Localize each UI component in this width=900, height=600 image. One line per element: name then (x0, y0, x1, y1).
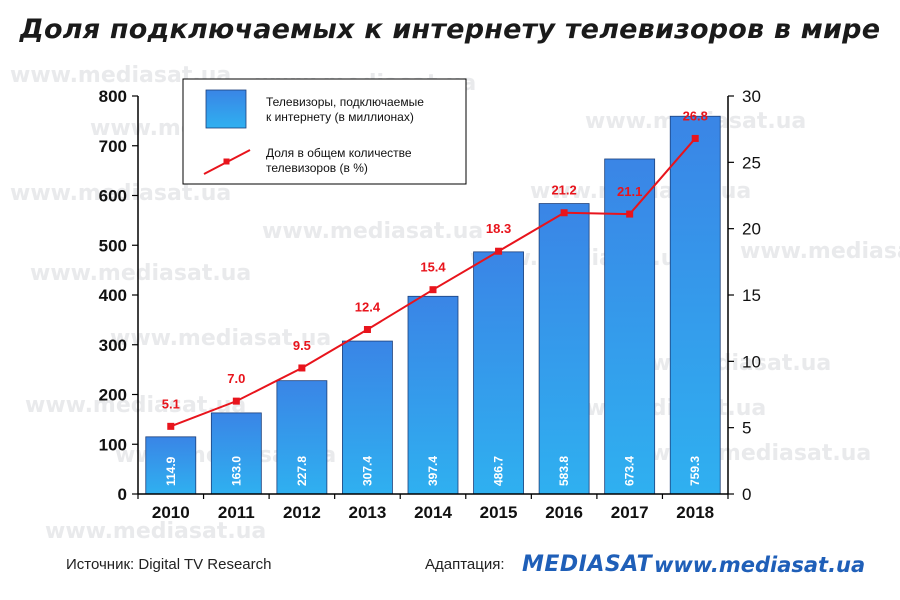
line-value-label: 21.2 (551, 183, 576, 198)
left-tick-label: 100 (99, 435, 127, 454)
bar-value-label: 583.8 (557, 456, 571, 486)
line-marker (429, 286, 437, 294)
line-marker (691, 134, 699, 142)
legend-bar-label-line1: Телевизоры, подключаемые (266, 95, 424, 109)
watermark-text: www.mediasat.ua (262, 219, 483, 244)
adaptation-label: Адаптация: (425, 556, 505, 573)
x-tick-label: 2014 (414, 503, 452, 522)
axes: 0 100 200 300 400 500 600 700 800 0 5 10 15 20 25 30 201… (99, 87, 761, 522)
x-tick-label: 2011 (218, 503, 255, 522)
bar-value-label: 227.8 (295, 456, 309, 486)
bar (604, 158, 656, 495)
right-tick-label: 25 (742, 153, 761, 172)
line-marker (626, 210, 634, 218)
watermark-text: www.mediasat.ua (30, 261, 251, 286)
right-tick-label: 20 (742, 220, 761, 239)
legend-bar-label-line2: к интернету (в миллионах) (266, 110, 414, 124)
watermark-text: www.mediasat.ua (110, 326, 331, 351)
watermark-text: www.mediasat.ua (740, 239, 900, 264)
line-value-label: 15.4 (420, 260, 446, 275)
bar (342, 340, 393, 495)
legend-line-marker (223, 158, 230, 165)
line-marker (363, 325, 371, 333)
legend-line-label-line2: телевизоров (в %) (266, 161, 368, 175)
line-value-label: 21.1 (617, 184, 642, 199)
bar-value-label: 486.7 (492, 456, 506, 486)
line-value-label: 9.5 (293, 338, 311, 353)
bar (538, 203, 590, 495)
left-tick-label: 500 (99, 236, 127, 255)
left-tick-label: 0 (118, 485, 127, 504)
right-tick-label: 15 (742, 286, 761, 305)
mediasat-logo: MEDIASAT (522, 552, 653, 577)
bar (473, 251, 524, 495)
watermark-text: www.mediasat.ua (45, 519, 266, 544)
left-tick-label: 400 (99, 286, 127, 305)
bar-value-label: 114.9 (164, 456, 178, 486)
chart-title: Доля подключаемых к интернету телевизоро… (19, 14, 881, 45)
line-value-label: 18.3 (486, 221, 511, 236)
line-value-label: 12.4 (355, 299, 381, 314)
left-tick-label: 800 (99, 87, 127, 106)
site-link[interactable]: www.mediasat.ua (654, 553, 866, 577)
line-marker (232, 397, 240, 405)
line-value-label: 5.1 (162, 396, 180, 411)
line-value-label: 7.0 (227, 371, 245, 386)
bar-value-label: 673.4 (623, 456, 637, 486)
right-tick-label: 0 (742, 485, 751, 504)
x-tick-label: 2017 (611, 503, 649, 522)
line-series: 5.1 7.0 9.5 12.4 15.4 18.3 21.2 21.1 26.8 (162, 108, 708, 430)
legend-line-label-line1: Доля в общем количестве (266, 146, 412, 160)
bar-value-label: 759.3 (688, 456, 702, 486)
bar-value-label: 397.4 (426, 456, 440, 486)
left-tick-label: 700 (99, 137, 127, 156)
legend-bar-swatch (205, 89, 247, 129)
bar (669, 115, 721, 495)
line-marker (298, 364, 306, 372)
line-value-label: 26.8 (683, 108, 708, 123)
left-tick-label: 300 (99, 336, 127, 355)
bar (407, 295, 459, 495)
x-tick-label: 2016 (545, 503, 583, 522)
left-tick-label: 200 (99, 386, 127, 405)
right-tick-label: 30 (742, 87, 761, 106)
right-tick-label: 10 (742, 352, 761, 371)
bar (145, 436, 197, 495)
line-marker (495, 247, 503, 255)
bar-value-label: 163.0 (229, 456, 243, 486)
x-tick-label: 2010 (152, 503, 190, 522)
x-tick-label: 2015 (480, 503, 518, 522)
watermark-text: www.mediasat.ua (25, 393, 246, 418)
right-tick-label: 5 (742, 419, 751, 438)
bar-value-label: 307.4 (360, 456, 374, 486)
source-note: Источник: Digital TV Research (66, 556, 272, 573)
x-tick-label: 2012 (283, 503, 321, 522)
watermark-text: www.mediasat.ua (10, 181, 231, 206)
line-marker (560, 209, 568, 217)
line-marker (167, 422, 175, 430)
x-tick-label: 2013 (349, 503, 387, 522)
bar-series: 114.9 163.0 227.8 307.4 397.4 486.7 583.8 673.4… (145, 115, 721, 495)
legend-box (182, 78, 467, 185)
left-tick-label: 600 (99, 187, 127, 206)
x-tick-label: 2018 (676, 503, 714, 522)
